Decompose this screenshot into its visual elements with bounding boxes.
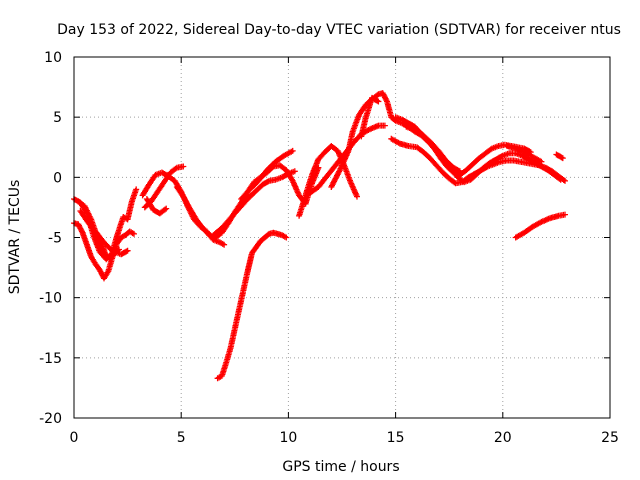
y-tick-label: -5: [48, 231, 62, 247]
data-point-markers: [143, 196, 170, 217]
x-tick-label: 25: [601, 430, 619, 446]
data-markers: [71, 90, 568, 382]
data-point-markers: [504, 143, 545, 165]
series-arc-5: [92, 228, 131, 258]
series-arc-20: [504, 143, 545, 165]
series-arc-16: [358, 94, 382, 140]
x-tick-label: 15: [387, 430, 405, 446]
series-arc-10: [210, 168, 298, 239]
data-point-markers: [238, 147, 296, 202]
y-tick-label: 10: [44, 50, 62, 66]
x-tick-label: 5: [177, 430, 186, 446]
y-axis-label: SDTVAR / TECUs: [7, 180, 23, 295]
data-point-markers: [92, 228, 131, 258]
data-point-markers: [210, 168, 298, 239]
x-axis-label: GPS time / hours: [282, 459, 399, 475]
data-point-markers: [214, 229, 290, 382]
series-arc-12: [214, 229, 290, 382]
data-point-markers: [553, 151, 566, 162]
y-tick-label: -10: [39, 291, 62, 307]
y-tick-label: -15: [39, 351, 62, 367]
data-point-markers: [296, 143, 360, 219]
axis-ticks: 0 5 10 15 20 25 -20 -15 -10 -5 0 5 10: [39, 50, 619, 446]
data-point-markers: [358, 94, 382, 140]
y-tick-label: 0: [53, 170, 62, 186]
x-tick-label: 10: [279, 430, 297, 446]
x-tick-label: 0: [70, 430, 79, 446]
data-point-markers: [388, 135, 568, 187]
series-arc-13: [296, 143, 360, 219]
x-tick-label: 20: [494, 430, 512, 446]
series-arc-22: [512, 211, 568, 241]
series-arc-11: [238, 147, 296, 202]
series-arc-21: [553, 151, 566, 162]
data-point-markers: [512, 211, 568, 241]
y-tick-label: -20: [39, 411, 62, 427]
series-arc-19: [388, 135, 568, 187]
y-tick-label: 5: [53, 110, 62, 126]
chart-title: Day 153 of 2022, Sidereal Day-to-day VTE…: [57, 22, 621, 38]
series-arc-8: [143, 196, 170, 217]
